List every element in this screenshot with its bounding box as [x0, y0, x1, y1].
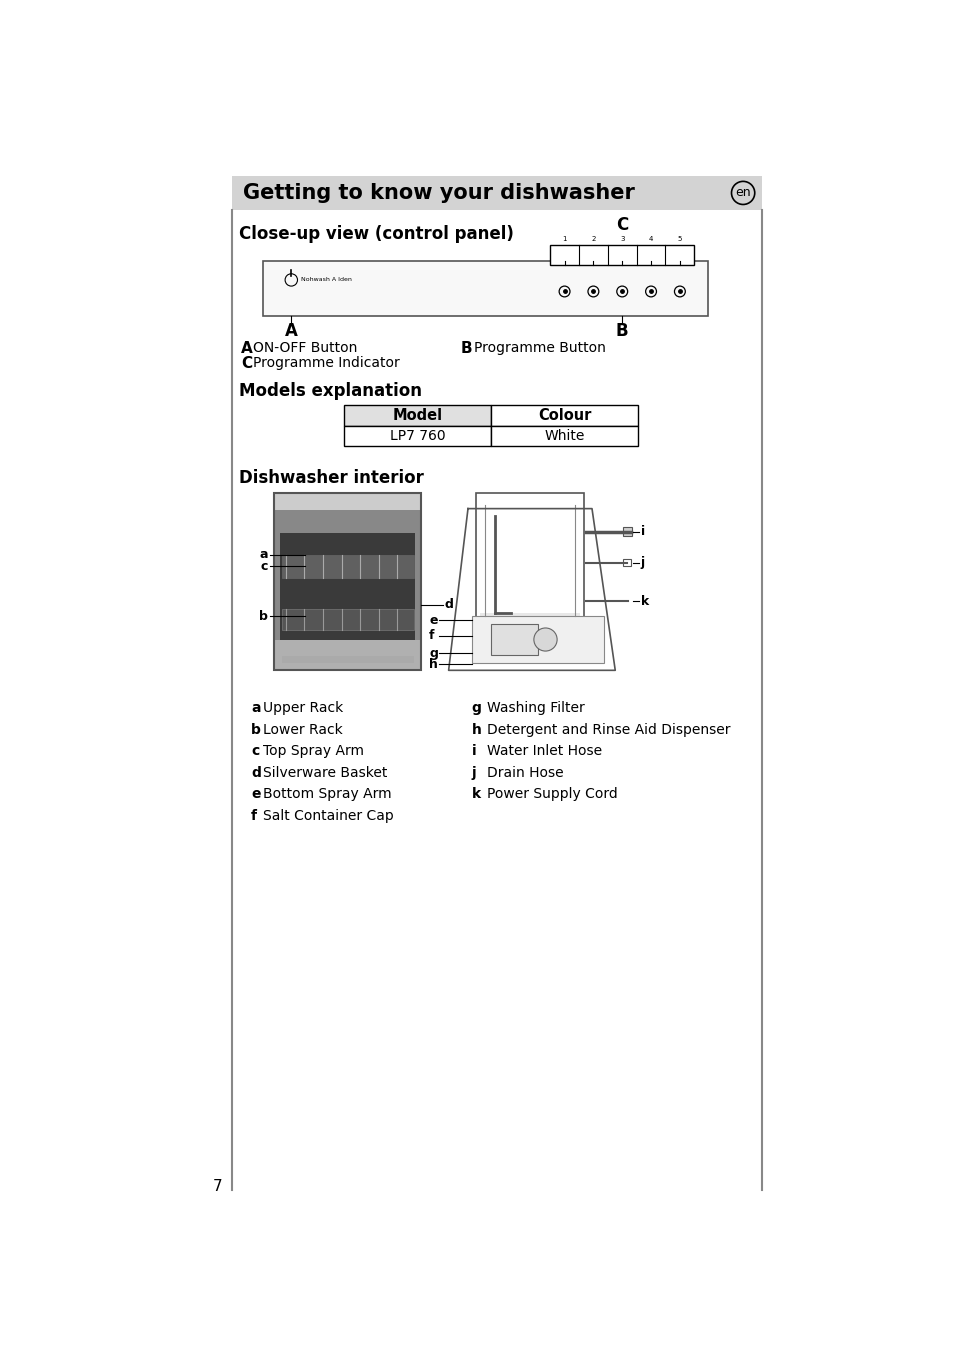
- Text: c: c: [251, 744, 259, 758]
- Text: LP7 760: LP7 760: [390, 430, 445, 443]
- Bar: [274, 639, 421, 670]
- Text: g: g: [429, 647, 437, 659]
- Bar: [550, 246, 694, 265]
- Bar: [344, 426, 491, 446]
- Text: e: e: [429, 613, 437, 627]
- Text: B: B: [459, 340, 472, 355]
- Circle shape: [534, 628, 557, 651]
- Text: c: c: [260, 559, 268, 573]
- Text: A: A: [285, 323, 297, 340]
- Text: Model: Model: [392, 408, 442, 423]
- Bar: [476, 493, 583, 624]
- Text: White: White: [544, 430, 584, 443]
- Text: b: b: [251, 723, 260, 736]
- Bar: [232, 176, 761, 209]
- Text: Bottom Spray Arm: Bottom Spray Arm: [263, 788, 392, 801]
- Bar: [274, 493, 421, 511]
- Text: B: B: [616, 323, 628, 340]
- Text: 4: 4: [648, 236, 653, 242]
- Text: 2: 2: [591, 236, 595, 242]
- Text: h: h: [472, 723, 481, 736]
- Bar: [472, 616, 603, 662]
- Text: d: d: [251, 766, 260, 780]
- Bar: [262, 261, 707, 316]
- Text: a: a: [251, 701, 260, 715]
- Bar: [344, 405, 491, 426]
- Text: Washing Filter: Washing Filter: [487, 701, 584, 715]
- Text: Programme Indicator: Programme Indicator: [253, 357, 399, 370]
- Text: g: g: [472, 701, 481, 715]
- Text: Colour: Colour: [537, 408, 591, 423]
- Text: i: i: [640, 526, 644, 538]
- Bar: [282, 555, 414, 578]
- Text: Dishwasher interior: Dishwasher interior: [239, 469, 424, 486]
- Bar: [622, 527, 632, 536]
- Text: Silverware Basket: Silverware Basket: [263, 766, 387, 780]
- Bar: [274, 493, 421, 670]
- Bar: [622, 559, 630, 566]
- Text: Detergent and Rinse Aid Dispenser: Detergent and Rinse Aid Dispenser: [487, 723, 730, 736]
- Text: C: C: [616, 216, 628, 234]
- Text: Water Inlet Hose: Water Inlet Hose: [487, 744, 602, 758]
- Text: Power Supply Cord: Power Supply Cord: [487, 788, 618, 801]
- Text: h: h: [429, 658, 437, 670]
- Text: Upper Rack: Upper Rack: [263, 701, 343, 715]
- Text: b: b: [259, 609, 268, 623]
- Text: 1: 1: [561, 236, 566, 242]
- Text: e: e: [251, 788, 260, 801]
- Text: j: j: [472, 766, 476, 780]
- Bar: [491, 405, 638, 426]
- Text: f: f: [429, 630, 435, 642]
- Text: 3: 3: [619, 236, 624, 242]
- Text: d: d: [444, 598, 453, 612]
- Bar: [282, 657, 414, 662]
- Text: Close-up view (control panel): Close-up view (control panel): [239, 226, 514, 243]
- Text: Models explanation: Models explanation: [239, 382, 422, 400]
- Text: f: f: [251, 809, 256, 823]
- Text: Top Spray Arm: Top Spray Arm: [263, 744, 364, 758]
- Text: k: k: [640, 594, 648, 608]
- Bar: [479, 612, 579, 620]
- Text: C: C: [241, 357, 252, 372]
- Bar: [274, 493, 421, 670]
- Text: en: en: [735, 186, 750, 200]
- Text: Programme Button: Programme Button: [474, 340, 605, 355]
- Text: 7: 7: [213, 1178, 222, 1193]
- Text: ON-OFF Button: ON-OFF Button: [253, 340, 357, 355]
- Bar: [282, 609, 414, 631]
- Text: Nohwash A Iden: Nohwash A Iden: [301, 277, 352, 282]
- Bar: [491, 624, 537, 655]
- Text: a: a: [259, 549, 268, 561]
- Text: j: j: [640, 557, 644, 569]
- Text: Lower Rack: Lower Rack: [263, 723, 343, 736]
- Text: 5: 5: [677, 236, 681, 242]
- Text: Salt Container Cap: Salt Container Cap: [263, 809, 394, 823]
- Text: i: i: [472, 744, 476, 758]
- Text: k: k: [472, 788, 480, 801]
- Text: A: A: [241, 340, 253, 355]
- Bar: [280, 534, 415, 665]
- Bar: [491, 426, 638, 446]
- Text: Drain Hose: Drain Hose: [487, 766, 563, 780]
- Text: Getting to know your dishwasher: Getting to know your dishwasher: [243, 182, 635, 203]
